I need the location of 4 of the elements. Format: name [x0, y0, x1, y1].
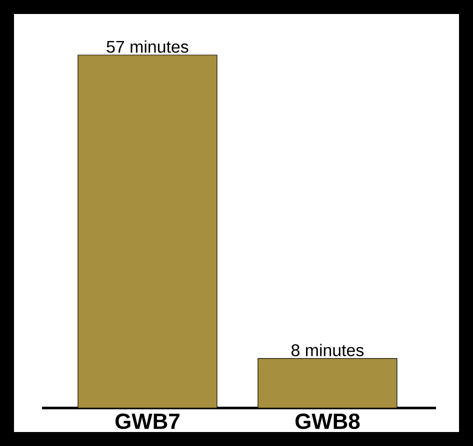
x-tick-label: GWB8	[296, 414, 360, 430]
data-label: 8 minutes	[291, 344, 364, 356]
x-tick-label: GWB7	[116, 414, 180, 430]
data-label: 57 minutes	[106, 40, 188, 53]
